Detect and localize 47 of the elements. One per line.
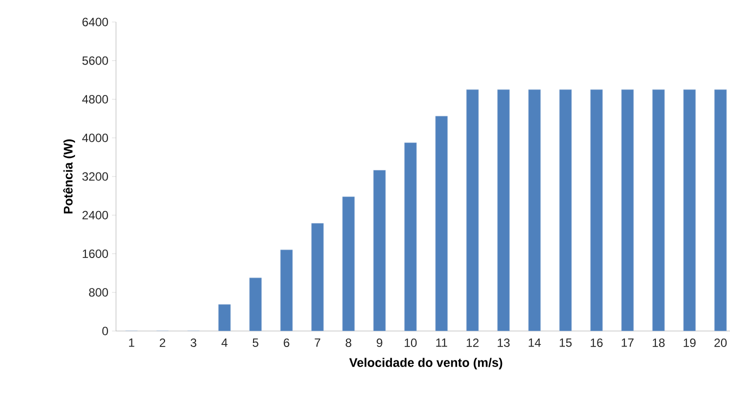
bar [528,89,541,331]
x-tick-label: 6 [284,338,290,347]
x-tick-label: 17 [622,338,634,347]
x-tick-label: 2 [160,338,166,347]
x-tick-label: 19 [684,338,696,347]
x-tick-label: 5 [252,338,258,347]
bar [497,89,510,331]
x-tick-label: 10 [404,338,417,347]
x-tick-label: 13 [498,338,510,347]
x-tick-label: 11 [436,338,448,347]
y-tick-label: 1600 [82,250,108,258]
x-tick-label: 12 [466,338,479,347]
bar [466,89,479,331]
y-tick-label: 4800 [82,95,108,104]
bar [404,142,417,331]
x-tick-label: 4 [221,338,228,347]
bar [652,89,665,331]
x-tick-label: 1 [129,338,134,347]
bar [559,89,572,331]
bar [590,89,603,331]
x-axis-title: Velocidade do vento (m/s) [349,358,502,370]
bar [249,278,262,331]
x-tick-label: 18 [652,338,665,347]
x-tick-label: 8 [346,338,352,347]
y-tick-label: 2400 [82,210,108,220]
x-tick-label: 15 [560,338,572,347]
bar [311,223,324,331]
bar [435,116,448,331]
x-tick-label: 20 [714,338,727,347]
y-tick-label: 5600 [82,56,108,65]
bar [621,89,634,331]
y-axis-title: Potência (W) [63,139,76,214]
bar [714,89,727,331]
y-tick-label: 0 [102,326,108,336]
bar [683,89,696,331]
y-tick-label: 3200 [82,172,108,181]
bar [342,196,355,331]
x-tick-label: 7 [314,338,320,347]
x-tick-label: 3 [190,338,196,347]
bar [280,250,293,331]
x-tick-label: 16 [590,338,603,347]
y-tick-label: 6400 [82,18,108,26]
y-tick-label: 800 [89,288,108,297]
bar [373,170,386,331]
y-tick-label: 4000 [82,134,108,142]
x-tick-label: 14 [528,338,541,347]
x-tick-label: 9 [376,338,382,347]
